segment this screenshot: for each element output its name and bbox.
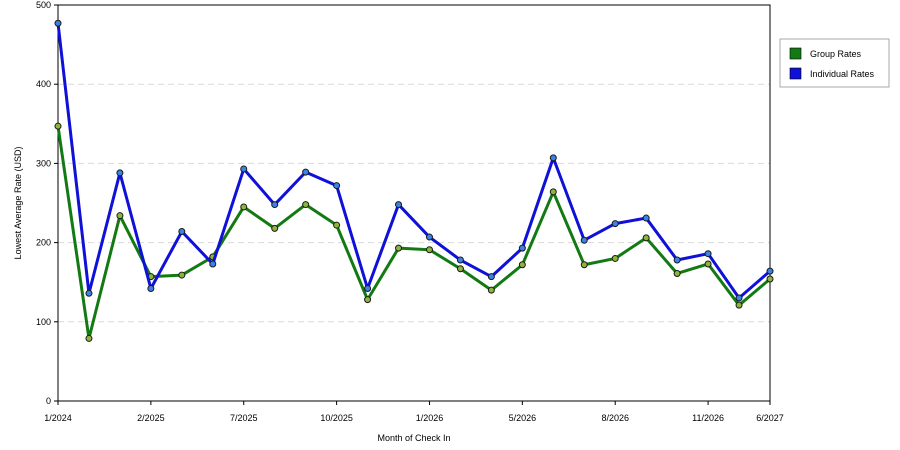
y-tick-label-100: 100	[36, 317, 51, 327]
point-group-rates-15	[518, 261, 526, 269]
point-individual-rates-3	[147, 285, 155, 293]
x-tick-label-5: 5/2026	[509, 413, 537, 423]
x-tick-label-2: 7/2025	[230, 413, 258, 423]
point-group-rates-19	[642, 234, 650, 242]
point-individual-rates-5	[209, 260, 217, 268]
point-individual-rates-23	[766, 267, 774, 275]
x-tick-label-8: 6/2027	[756, 413, 784, 423]
point-individual-rates-10	[364, 285, 372, 293]
y-axis-title: Lowest Average Rate (USD)	[13, 147, 23, 260]
point-individual-rates-16	[549, 154, 557, 162]
point-group-rates-1	[85, 334, 93, 342]
point-individual-rates-9	[333, 182, 341, 190]
point-individual-rates-0	[54, 19, 62, 27]
point-individual-rates-13	[456, 256, 464, 264]
point-individual-rates-15	[518, 244, 526, 252]
x-tick-label-6: 8/2026	[601, 413, 629, 423]
point-group-rates-23	[766, 275, 774, 283]
legend-swatch-group-rates	[789, 47, 802, 60]
point-individual-rates-1	[85, 289, 93, 297]
y-axis: 0 100 200 300 400 500	[36, 0, 58, 406]
point-group-rates-11	[395, 244, 403, 252]
point-individual-rates-12	[425, 233, 433, 241]
point-individual-rates-8	[302, 168, 310, 176]
x-tick-label-1: 2/2025	[137, 413, 165, 423]
legend-label-individual-rates: Individual Rates	[810, 69, 875, 79]
legend-box	[779, 38, 890, 88]
point-group-rates-20	[673, 269, 681, 277]
x-axis: 1/2024 2/2025 7/2025 10/2025 1/2026 5/2026 8/2…	[44, 401, 784, 423]
point-individual-rates-20	[673, 256, 681, 264]
legend-swatch-individual-rates	[789, 67, 802, 80]
point-group-rates-9	[333, 221, 341, 229]
point-group-rates-7	[271, 224, 279, 232]
point-individual-rates-4	[178, 228, 186, 236]
point-group-rates-12	[425, 246, 433, 254]
plot-area-frame	[57, 4, 771, 402]
point-group-rates-17	[580, 261, 588, 269]
legend: Group Rates Individual Rates	[779, 38, 890, 88]
x-axis-title: Month of Check In	[377, 433, 450, 443]
point-individual-rates-19	[642, 214, 650, 222]
point-group-rates-14	[487, 286, 495, 294]
point-group-rates-21	[704, 260, 712, 268]
point-group-rates-6	[240, 203, 248, 211]
x-tick-label-3: 10/2025	[320, 413, 353, 423]
point-individual-rates-6	[240, 165, 248, 173]
legend-label-group-rates: Group Rates	[810, 49, 862, 59]
series-line-individual-rates	[56, 23, 771, 300]
point-individual-rates-18	[611, 220, 619, 228]
series-line-group-rates	[56, 125, 771, 340]
point-individual-rates-2	[116, 169, 124, 177]
point-group-rates-13	[456, 265, 464, 273]
x-tick-label-0: 1/2024	[44, 413, 72, 423]
point-group-rates-0	[54, 122, 62, 130]
y-tick-label-400: 400	[36, 79, 51, 89]
point-group-rates-4	[178, 271, 186, 279]
point-individual-rates-21	[704, 250, 712, 258]
point-individual-rates-7	[271, 201, 279, 209]
x-tick-label-4: 1/2026	[416, 413, 444, 423]
grid-lines	[58, 83, 770, 323]
y-tick-label-200: 200	[36, 238, 51, 248]
series-layer	[54, 19, 774, 342]
x-tick-label-7: 11/2026	[692, 413, 724, 423]
point-individual-rates-22	[735, 294, 743, 302]
point-group-rates-2	[116, 212, 124, 220]
point-individual-rates-14	[487, 273, 495, 281]
point-group-rates-18	[611, 254, 619, 262]
y-tick-label-300: 300	[36, 158, 51, 168]
point-individual-rates-17	[580, 236, 588, 244]
point-group-rates-8	[302, 201, 310, 209]
y-tick-label-0: 0	[46, 396, 51, 406]
y-tick-label-500: 500	[36, 0, 51, 10]
point-group-rates-22	[735, 301, 743, 309]
point-group-rates-16	[549, 188, 557, 196]
point-group-rates-10	[364, 296, 372, 304]
point-individual-rates-11	[395, 201, 403, 209]
